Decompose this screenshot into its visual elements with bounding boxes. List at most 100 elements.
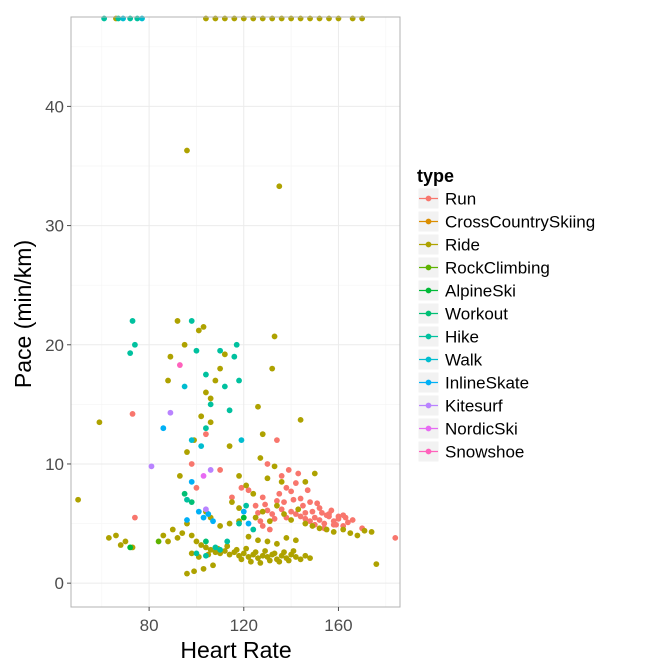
data-point [292,537,299,544]
data-point [226,443,233,449]
data-point [207,395,214,402]
data-point [359,15,366,22]
legend-key-point [425,195,432,202]
data-point [269,365,276,372]
data-point [255,403,261,410]
data-point [271,515,278,522]
data-point [283,484,290,491]
data-point [283,534,290,541]
data-point [274,502,280,509]
data-point [193,484,200,491]
legend-label: Workout [445,305,508,324]
data-point [184,517,190,523]
data-point [167,353,174,360]
legend-item: NordicSki [417,417,518,440]
data-point [226,551,233,558]
data-point [309,508,316,515]
data-point [278,506,285,513]
data-point [276,183,283,190]
data-point [330,521,337,528]
data-point [271,463,278,470]
data-point [321,520,328,527]
x-axis-ticks: 80 120 160 [140,607,353,635]
legend-key-point [425,333,432,340]
data-point [276,558,283,565]
data-point [288,15,295,22]
data-point [295,470,302,477]
data-point [212,544,219,551]
y-tick-label: 30 [45,217,64,236]
data-point [148,463,155,470]
data-point [302,515,309,522]
data-point [297,416,304,423]
data-point [217,523,224,529]
data-point [340,512,347,519]
data-point [264,475,271,482]
data-point [288,508,295,515]
data-point [255,509,261,516]
legend-key-point [425,379,432,386]
data-point [302,509,309,516]
legend-key-point [425,287,432,294]
data-point [203,389,209,396]
data-point [181,383,188,390]
data-point [297,15,304,22]
data-point [247,558,254,565]
data-point [302,520,309,527]
data-point [297,556,304,563]
data-point [245,520,252,527]
data-point [236,377,242,384]
data-point [203,544,209,551]
data-point [167,409,174,416]
data-point [259,494,266,501]
data-point [264,507,271,514]
grid-minor [71,17,400,607]
data-point [304,487,311,494]
y-tick-label: 10 [45,455,64,474]
legend-key-point [425,356,432,363]
data-point [198,443,205,449]
data-point [221,383,228,390]
data-point [198,542,205,548]
data-point [188,461,195,467]
data-point [200,565,207,572]
data-point [264,538,271,545]
legend-item: Snowshoe [417,440,524,463]
data-point [271,550,278,557]
data-point [285,467,292,473]
data-point [288,517,295,523]
data-point [257,559,264,566]
data-point [184,449,190,455]
legend-items: Run CrossCountrySkiing Ride RockClimbing Alp… [417,187,595,463]
data-point [252,549,259,556]
data-point [113,532,119,539]
data-point [195,327,202,334]
data-point [221,351,228,358]
legend-key-point [425,402,432,409]
legend-item: RockClimbing [417,256,550,279]
data-point [221,548,228,554]
legend-key-point [425,218,432,225]
data-point [188,532,195,539]
data-point [226,407,233,414]
data-point [278,478,285,485]
data-point [207,546,214,553]
data-point [122,538,129,545]
data-point [297,513,304,520]
y-tick-label: 20 [45,336,64,355]
data-point [271,333,278,340]
data-point [174,534,181,541]
data-point [198,413,205,420]
data-point [262,548,268,554]
data-point [203,431,209,438]
data-point [217,365,224,372]
legend-label: CrossCountrySkiing [445,213,595,232]
data-point [255,537,261,544]
grid-major [71,17,400,607]
data-point [297,495,304,502]
data-point [203,425,209,432]
data-point [200,472,207,479]
data-point [292,480,299,486]
data-point [181,490,188,497]
y-tick-label: 40 [45,97,64,116]
